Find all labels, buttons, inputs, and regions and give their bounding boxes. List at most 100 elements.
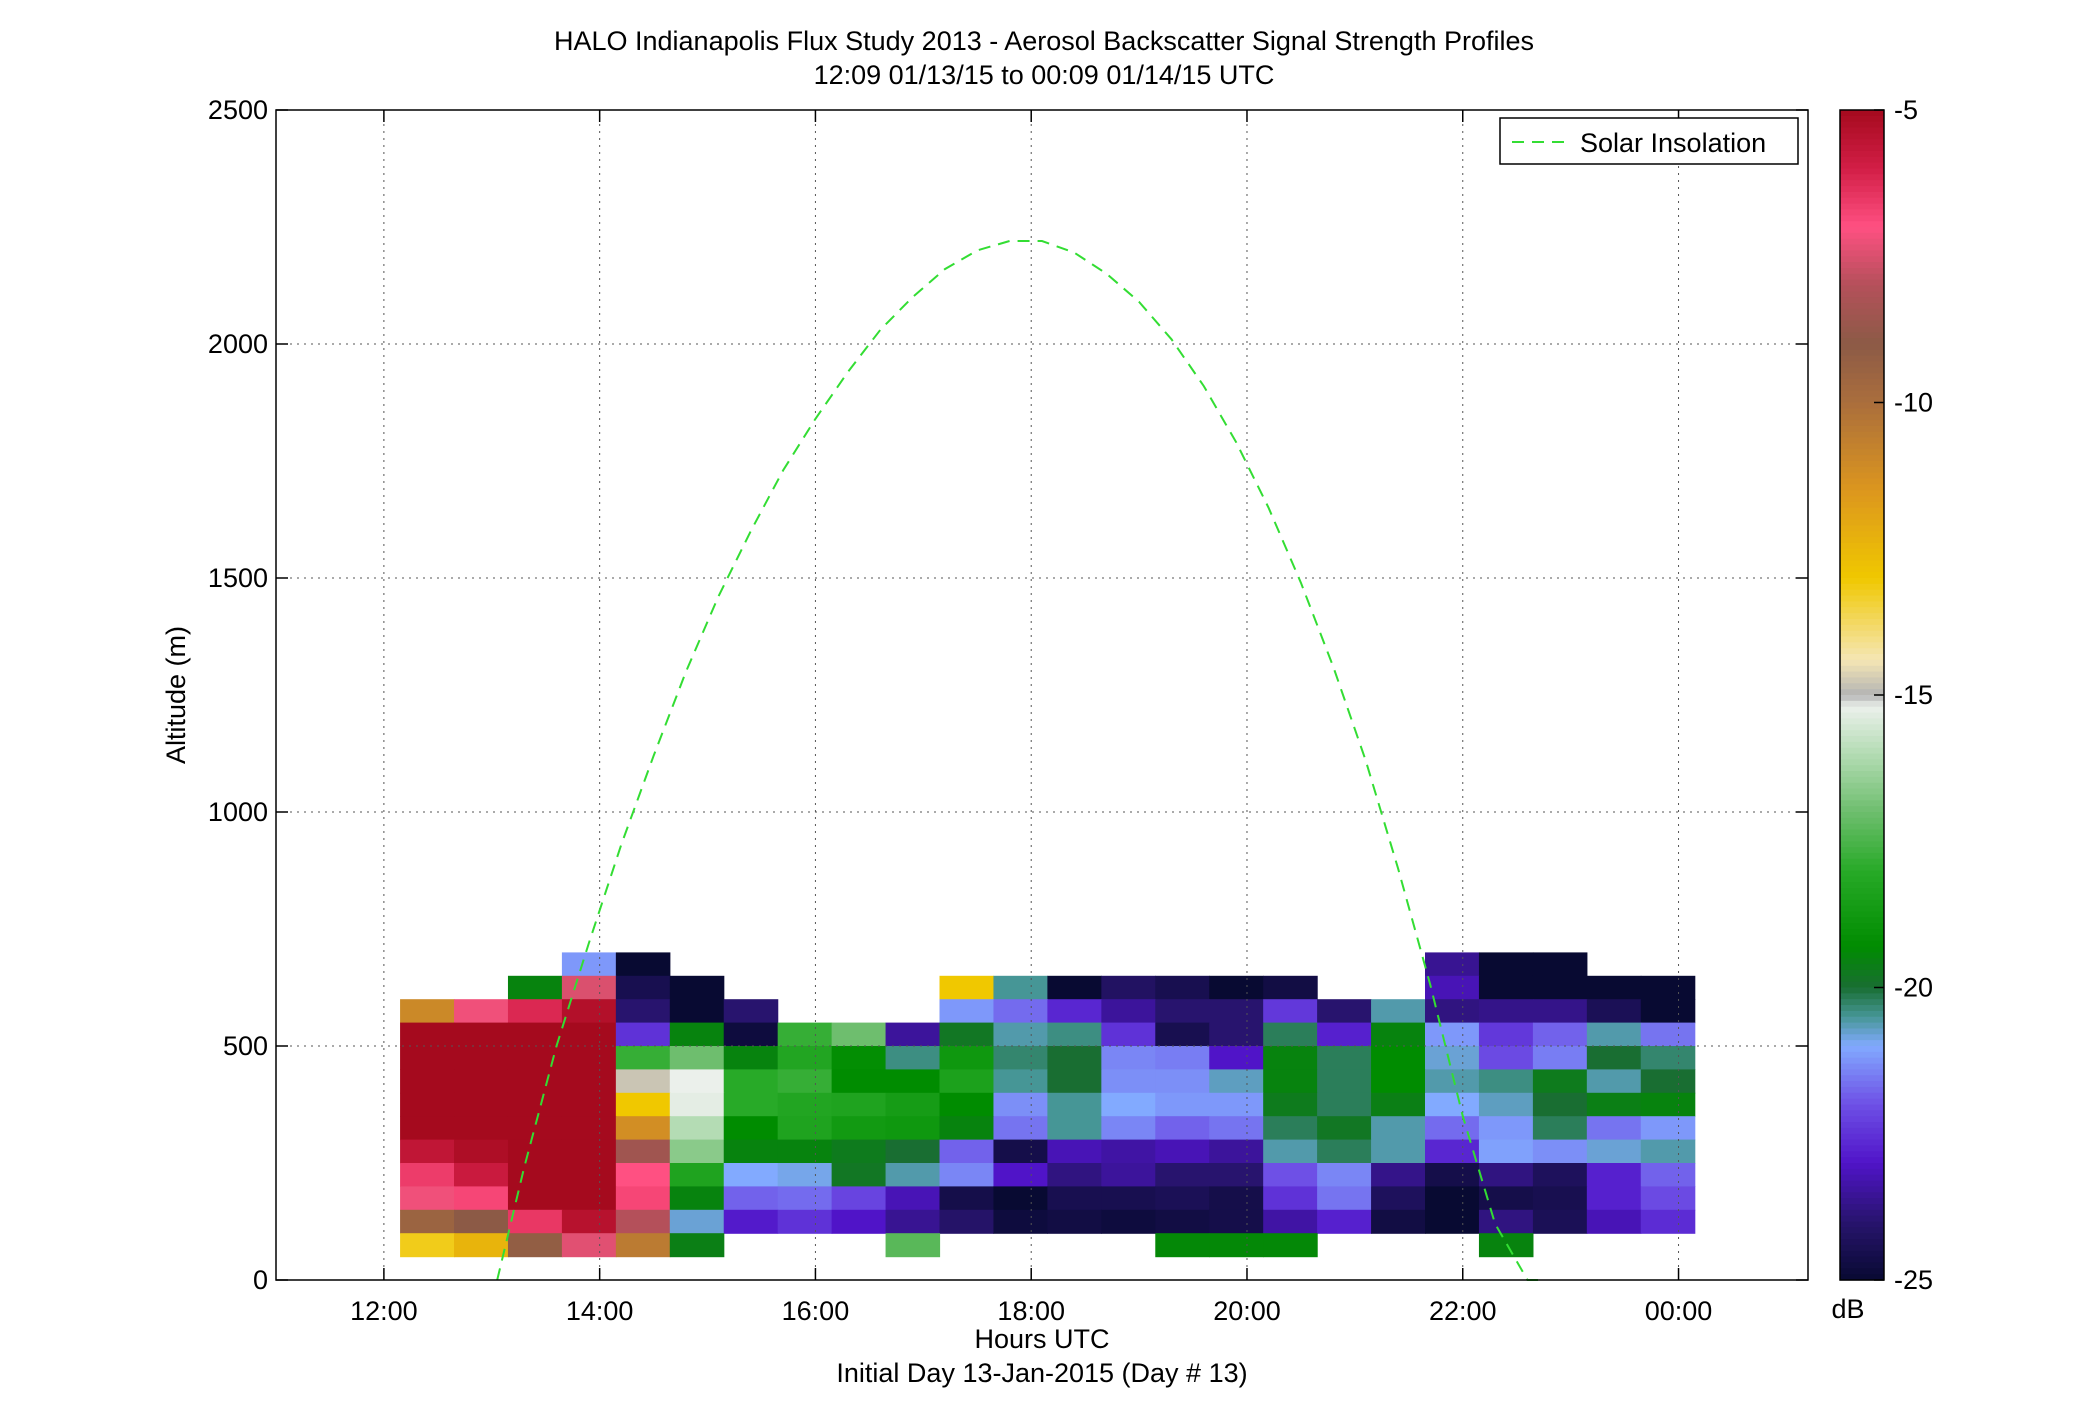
colorbar-swatch [1840, 964, 1884, 971]
heatmap-cell [939, 999, 995, 1024]
heatmap-cell [1209, 1209, 1264, 1234]
colorbar-swatch [1840, 420, 1884, 427]
colorbar-swatch [1840, 1174, 1884, 1182]
heatmap-cell [1263, 1022, 1318, 1047]
heatmap-cell [723, 1092, 779, 1117]
heatmap-cell [1209, 999, 1264, 1024]
colorbar-swatch [1840, 730, 1884, 737]
heatmap-cell [1640, 1209, 1696, 1234]
heatmap-cell [1640, 1139, 1696, 1164]
heatmap-cell [615, 1139, 671, 1164]
colorbar-swatch [1840, 1163, 1884, 1170]
heatmap-cell [454, 1139, 509, 1164]
heatmap-cell [1209, 1163, 1264, 1187]
heatmap-cell [1101, 1163, 1156, 1187]
heatmap-cell [1263, 1116, 1318, 1141]
heatmap-cell [1586, 1139, 1642, 1164]
colorbar-swatch [1840, 1010, 1884, 1018]
colorbar-swatch [1840, 952, 1884, 959]
colorbar-swatch [1840, 659, 1884, 667]
colorbar-swatch [1840, 320, 1884, 328]
heatmap-cell [1263, 999, 1318, 1024]
colorbar-swatch [1840, 817, 1884, 825]
heatmap-cell [454, 1186, 509, 1211]
heatmap-cell [723, 1163, 779, 1187]
heatmap-cell [1478, 1209, 1534, 1234]
colorbar-swatch [1840, 1122, 1884, 1129]
colorbar-swatch [1840, 221, 1884, 228]
heatmap-cell [1586, 1022, 1642, 1047]
heatmap-cell [939, 1116, 995, 1141]
x-tick-label: 12:00 [350, 1296, 418, 1326]
heatmap-cell [1209, 1092, 1264, 1117]
colorbar-swatch [1840, 537, 1884, 544]
heatmap-cell [939, 1092, 995, 1117]
heatmap-cell [1640, 1022, 1696, 1047]
heatmap-cell [1532, 975, 1588, 1000]
heatmap-cell [723, 1046, 779, 1070]
colorbar-swatch [1840, 1034, 1884, 1041]
heatmap-cell [507, 999, 563, 1024]
heatmap-cell [615, 975, 671, 1000]
colorbar-swatch [1840, 150, 1884, 158]
colorbar-swatch [1840, 145, 1884, 152]
heatmap-cell [400, 1092, 455, 1117]
heatmap-cell [615, 952, 671, 977]
heatmap-cell [1263, 1163, 1318, 1187]
heatmap-cell [1586, 975, 1642, 1000]
heatmap-cell [454, 999, 509, 1024]
heatmap-cell [1047, 975, 1102, 1000]
heatmap-cell [454, 1022, 509, 1047]
colorbar-swatch [1840, 1069, 1884, 1076]
colorbar-swatch [1840, 390, 1884, 398]
colorbar-swatch [1840, 1268, 1884, 1275]
heatmap-cell [1101, 999, 1156, 1024]
colorbar-swatch [1840, 876, 1884, 883]
heatmap-cell [777, 1163, 833, 1187]
colorbar-swatch [1840, 911, 1884, 918]
colorbar-swatch [1840, 741, 1884, 749]
colorbar-swatch [1840, 548, 1884, 556]
colorbar-swatch [1840, 823, 1884, 831]
colorbar-swatch [1840, 794, 1884, 801]
heatmap-cell [1317, 1186, 1372, 1211]
colorbar-swatch [1840, 291, 1884, 298]
colorbar-swatch [1840, 367, 1884, 374]
colorbar-swatch [1840, 478, 1884, 485]
colorbar-swatch [1840, 127, 1884, 134]
heatmap-cell [454, 1069, 509, 1094]
colorbar-swatch [1840, 893, 1884, 901]
heatmap-cell [993, 999, 1048, 1024]
colorbar-swatch [1840, 262, 1884, 269]
heatmap-cell [1047, 1046, 1102, 1070]
heatmap-cell [1209, 1139, 1264, 1164]
heatmap-cell [561, 1233, 617, 1258]
colorbar-swatch [1840, 958, 1884, 965]
heatmap-cell [669, 975, 725, 1000]
heatmap-cell [1478, 1233, 1534, 1258]
colorbar-swatch [1840, 232, 1884, 240]
colorbar-swatch [1840, 706, 1884, 714]
heatmap-cell [1478, 952, 1534, 977]
colorbar-swatch [1840, 946, 1884, 953]
heatmap-cell [1586, 1186, 1642, 1211]
colorbar-swatch [1840, 724, 1884, 731]
x-tick-label: 16:00 [782, 1296, 850, 1326]
colorbar-swatch [1840, 250, 1884, 257]
colorbar-swatch [1840, 308, 1884, 316]
heatmap-cell [1371, 1186, 1426, 1211]
colorbar-swatch [1840, 402, 1884, 409]
heatmap-cell [885, 1022, 941, 1047]
colorbar-swatch [1840, 700, 1884, 708]
colorbar-swatch [1840, 139, 1884, 146]
heatmap-cell [831, 1209, 887, 1234]
heatmap-cell [1532, 1046, 1588, 1070]
heatmap-cell [939, 975, 995, 1000]
colorbar-swatch [1840, 934, 1884, 942]
colorbar-swatch [1840, 735, 1884, 743]
colorbar-swatch [1840, 1075, 1884, 1082]
heatmap-cell [885, 1163, 941, 1187]
heatmap-cell [885, 1139, 941, 1164]
colorbar-ticks: -5 -10 -15 -20 -25 [1874, 95, 1933, 1295]
colorbar-swatch [1840, 665, 1884, 673]
